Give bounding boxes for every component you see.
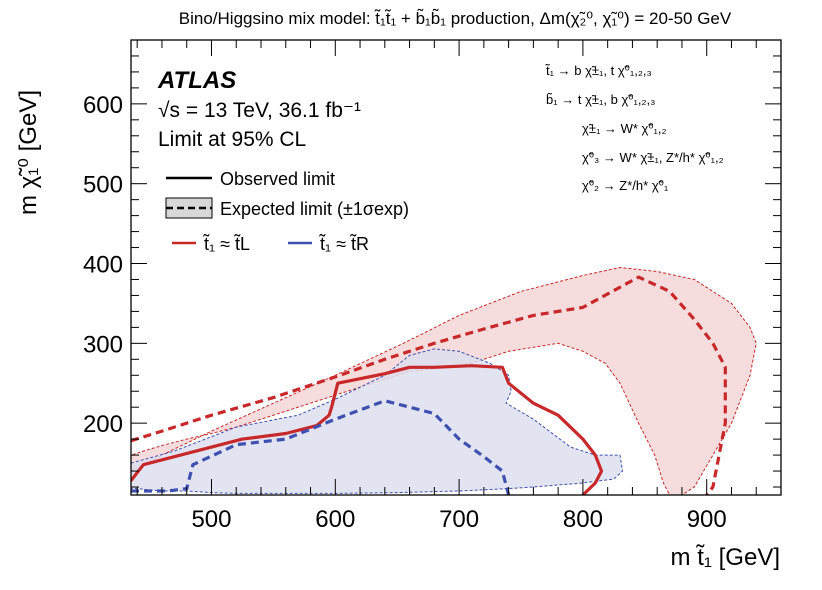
legend-right-label: t̃₁ ≈ t̃R	[318, 234, 369, 254]
x-tick-label: 900	[687, 506, 727, 533]
observed-line-red	[131, 364, 604, 495]
y-tick-label: 200	[83, 411, 123, 438]
x-tick-label: 800	[563, 506, 603, 533]
x-tick-label: 700	[439, 506, 479, 533]
expected-line-red	[131, 275, 727, 495]
y-tick-label: 300	[83, 331, 123, 358]
energy-lumi-label: √s = 13 TeV, 36.1 fb⁻¹	[158, 99, 361, 122]
y-tick-label: 400	[83, 252, 123, 279]
decay-text-3: χ̃±₁ → W* χ̃⁰₁,₂	[582, 121, 667, 136]
atlas-label: ATLAS	[157, 67, 236, 94]
legend-left-label: t̃₁ ≈ t̃L	[202, 234, 250, 254]
x-axis-label: m t̃₁ [GeV]	[671, 544, 780, 571]
x-tick-label: 500	[191, 506, 231, 533]
x-tick-label: 600	[315, 506, 355, 533]
decay-text-2: b̃₁ → t χ̃±₁, b χ̃⁰₁,₂,₃	[546, 92, 655, 107]
y-tick-label: 600	[83, 92, 123, 119]
tick-layer: 500 600 700 800 900 200 300 400 500 600	[83, 39, 782, 533]
decay-text-1: t̃₁ → b χ̃±₁, t χ̃⁰₁,₂,₃	[545, 63, 652, 78]
y-axis-label: m χ̃₁⁰ [GeV]	[15, 90, 42, 215]
decay-text-4: χ̃⁰₃ → W* χ̃±₁, Z*/h* χ̃⁰₁,₂	[582, 150, 724, 165]
band-red	[131, 266, 757, 495]
legend-expected-label: Expected limit (±1σexp)	[220, 199, 409, 219]
chart-title: Bino/Higgsino mix model: t̃₁t̃₁ + b̃₁b̃₁…	[179, 8, 732, 28]
cl-label: Limit at 95% CL	[158, 128, 306, 151]
decay-text-5: χ̃⁰₂ → Z*/h* χ̃⁰₁	[582, 178, 669, 193]
legend-observed-label: Observed limit	[220, 169, 335, 189]
y-tick-label: 500	[83, 172, 123, 199]
band-blue	[131, 348, 624, 494]
plot-frame	[130, 39, 782, 496]
legend: Observed limit Expected limit (±1σexp) t…	[165, 169, 409, 254]
series-layer	[131, 266, 757, 495]
